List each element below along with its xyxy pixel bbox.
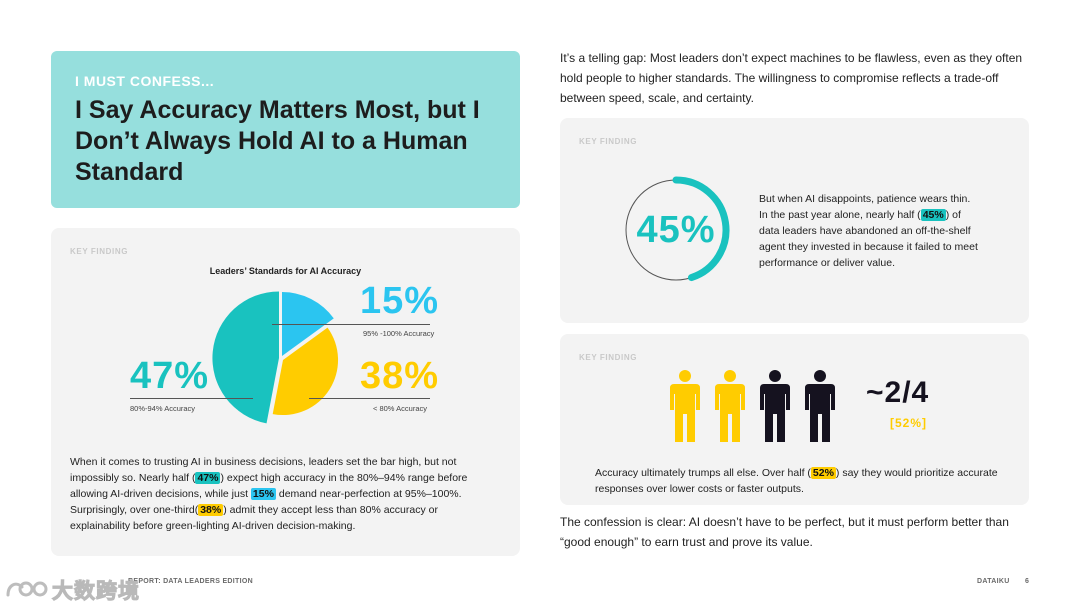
pie-label-caption-38: < 80% Accuracy bbox=[373, 404, 427, 413]
accuracy-priority-text: Accuracy ultimately trumps all else. Ove… bbox=[595, 465, 1015, 497]
accuracy-summary-text: When it comes to trusting AI in business… bbox=[70, 454, 490, 534]
ring-progress-arc bbox=[672, 176, 730, 282]
key-finding-panel-abandoned-agents: KEY FINDING 45% But when AI disappoints,… bbox=[560, 118, 1029, 323]
pie-slice-47 bbox=[212, 291, 279, 424]
footer-page-number: 6 bbox=[1025, 578, 1030, 585]
finding-text-part: ) of data leaders have abandoned an off-… bbox=[759, 209, 978, 269]
watermark-text: 大数跨境 bbox=[52, 579, 140, 604]
key-finding-panel-accuracy-priority: KEY FINDING ~2/4 [52%] Accuracy ultimate… bbox=[560, 334, 1029, 505]
highlight-38: 38% bbox=[198, 504, 224, 516]
watermark-logo-icon bbox=[6, 581, 48, 597]
key-finding-label: KEY FINDING bbox=[579, 137, 638, 146]
person-icon bbox=[805, 370, 835, 442]
chart-title: Leaders’ Standards for AI Accuracy bbox=[209, 266, 362, 276]
leader-line-47 bbox=[130, 398, 253, 399]
accuracy-pie-chart bbox=[212, 291, 339, 424]
headline-kicker: I MUST CONFESS... bbox=[75, 73, 215, 89]
key-finding-panel-accuracy: KEY FINDING Leaders’ Standards for AI Ac… bbox=[51, 228, 520, 556]
pie-label-value-15: 15% bbox=[360, 280, 440, 322]
summary-text-part: When it comes to trusting AI in business… bbox=[70, 456, 457, 484]
finding-text-part: ) say they would prioritize accurate res… bbox=[595, 467, 998, 495]
person-icon bbox=[760, 370, 790, 442]
fraction-value: ~2/4 bbox=[866, 376, 930, 409]
highlight-15: 15% bbox=[250, 488, 276, 500]
leader-line-15 bbox=[272, 324, 430, 325]
watermark: 大数跨境 bbox=[4, 571, 144, 605]
ring-value-45: 45% bbox=[636, 209, 716, 251]
pie-label-value-38: 38% bbox=[360, 355, 440, 397]
fraction-percent: [52%] bbox=[890, 416, 928, 430]
abandoned-agents-text: But when AI disappoints, patience wears … bbox=[759, 191, 981, 271]
key-finding-label: KEY FINDING bbox=[70, 247, 129, 256]
outro-paragraph: The confession is clear: AI doesn’t have… bbox=[560, 515, 1009, 549]
finding-text-part: Accuracy ultimately trumps all else. Ove… bbox=[595, 467, 811, 479]
pie-label-caption-15: 95% -100% Accuracy bbox=[363, 329, 435, 338]
headline-card: I MUST CONFESS... I Say Accuracy Matters… bbox=[51, 51, 520, 208]
pie-slice-38 bbox=[272, 327, 339, 416]
progress-ring-45 bbox=[625, 176, 730, 282]
headline-title: I Say Accuracy Matters Most, but I Don’t… bbox=[75, 96, 480, 186]
summary-text-part: ) admit they accept less than 80% accura… bbox=[70, 504, 438, 532]
pie-label-value-47: 47% bbox=[130, 355, 210, 397]
person-icon bbox=[715, 370, 745, 442]
footer-brand: DATAIKU bbox=[977, 578, 1010, 585]
key-finding-label: KEY FINDING bbox=[579, 353, 638, 362]
highlight-52: 52% bbox=[810, 467, 836, 479]
highlight-47: 47% bbox=[195, 472, 221, 484]
footer-report-title: REPORT: DATA LEADERS EDITION bbox=[128, 578, 253, 585]
people-pictogram bbox=[668, 370, 848, 444]
highlight-45: 45% bbox=[920, 209, 946, 221]
summary-text-part: ) expect high accuracy in the 80%–94% ra… bbox=[70, 472, 468, 500]
person-icon bbox=[670, 370, 700, 442]
summary-text-part: demand near-perfection at 95%–100%. Surp… bbox=[70, 488, 462, 516]
pie-label-caption-47: 80%-94% Accuracy bbox=[130, 404, 196, 413]
intro-paragraph: It’s a telling gap: Most leaders don’t e… bbox=[560, 51, 1023, 105]
leader-line-38 bbox=[309, 398, 430, 399]
finding-text-part: But when AI disappoints, patience wears … bbox=[759, 193, 971, 221]
